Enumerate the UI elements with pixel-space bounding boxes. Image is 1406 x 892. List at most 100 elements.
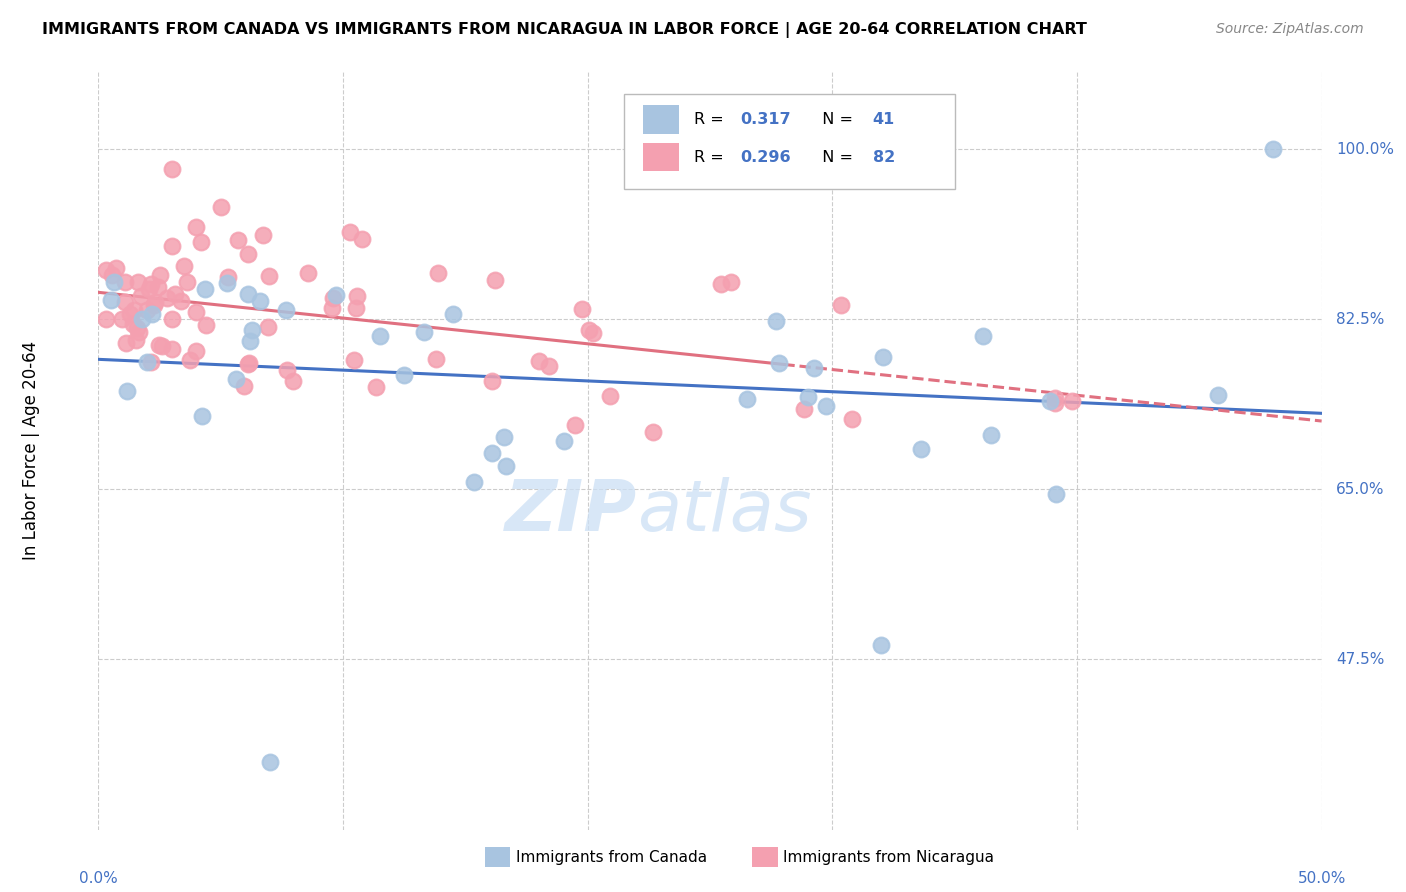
Point	[114, 295, 136, 310]
Point	[114, 336, 136, 351]
Point	[343, 353, 366, 368]
Point	[104, 260, 127, 275]
Point	[564, 418, 586, 433]
Point	[160, 312, 183, 326]
Point	[735, 392, 758, 406]
Point	[765, 314, 787, 328]
Point	[259, 268, 281, 283]
Point	[768, 356, 790, 370]
Point	[190, 235, 212, 249]
Point	[103, 275, 125, 289]
Point	[492, 430, 515, 444]
Point	[1043, 396, 1066, 410]
Point	[276, 363, 298, 377]
Point	[141, 354, 163, 368]
Text: 82: 82	[873, 150, 896, 164]
Point	[143, 294, 166, 309]
Point	[239, 334, 262, 348]
Point	[582, 326, 605, 341]
Point	[815, 399, 838, 413]
Point	[236, 287, 259, 301]
Point	[481, 374, 503, 388]
Point	[170, 294, 193, 309]
Point	[240, 323, 263, 337]
Point	[1060, 393, 1083, 408]
Point	[281, 374, 304, 388]
Point	[252, 227, 274, 242]
Bar	[485, 847, 510, 867]
Text: 100.0%: 100.0%	[1336, 142, 1395, 157]
Point	[980, 428, 1002, 442]
Text: 82.5%: 82.5%	[1336, 311, 1385, 326]
Point	[94, 312, 117, 326]
Point	[527, 353, 550, 368]
Point	[426, 266, 449, 280]
Bar	[643, 143, 679, 171]
Point	[129, 289, 152, 303]
Text: N =: N =	[811, 112, 858, 127]
Point	[537, 359, 560, 373]
Point	[141, 277, 163, 291]
Point	[463, 475, 485, 489]
Bar	[752, 847, 778, 867]
Bar	[643, 104, 679, 134]
Point	[217, 269, 239, 284]
Point	[553, 434, 575, 448]
Point	[209, 201, 232, 215]
Point	[238, 355, 260, 369]
Text: IMMIGRANTS FROM CANADA VS IMMIGRANTS FROM NICARAGUA IN LABOR FORCE | AGE 20-64 C: IMMIGRANTS FROM CANADA VS IMMIGRANTS FRO…	[42, 22, 1087, 38]
Point	[368, 329, 391, 343]
Point	[194, 282, 217, 296]
Point	[641, 425, 664, 440]
Point	[131, 312, 153, 326]
Point	[793, 402, 815, 417]
Text: In Labor Force | Age 20-64: In Labor Force | Age 20-64	[22, 341, 41, 560]
Point	[841, 412, 863, 426]
Point	[176, 275, 198, 289]
Point	[146, 280, 169, 294]
Point	[179, 353, 201, 368]
Text: Immigrants from Canada: Immigrants from Canada	[516, 850, 707, 864]
Point	[249, 293, 271, 308]
Point	[149, 268, 172, 283]
Point	[1043, 392, 1066, 406]
Point	[495, 458, 517, 473]
Point	[124, 302, 146, 317]
FancyBboxPatch shape	[624, 95, 955, 189]
Point	[830, 298, 852, 312]
Point	[599, 389, 621, 403]
Point	[1206, 387, 1229, 401]
Text: N =: N =	[811, 150, 858, 164]
Point	[184, 344, 207, 359]
Text: Source: ZipAtlas.com: Source: ZipAtlas.com	[1216, 22, 1364, 37]
Point	[870, 638, 893, 652]
Point	[194, 318, 217, 332]
Text: atlas: atlas	[637, 476, 811, 546]
Point	[441, 307, 464, 321]
Point	[803, 360, 825, 375]
Point	[481, 446, 503, 460]
Text: 0.296: 0.296	[741, 150, 792, 164]
Point	[136, 303, 159, 318]
Point	[236, 247, 259, 261]
Point	[274, 302, 297, 317]
Point	[127, 320, 149, 334]
Point	[392, 368, 415, 382]
Point	[412, 325, 434, 339]
Point	[259, 755, 281, 769]
Point	[339, 226, 361, 240]
Point	[325, 288, 347, 302]
Point	[350, 232, 373, 246]
Point	[141, 307, 163, 321]
Point	[163, 287, 186, 301]
Point	[138, 282, 160, 296]
Point	[910, 442, 932, 456]
Point	[215, 276, 238, 290]
Text: 0.317: 0.317	[741, 112, 792, 127]
Point	[571, 302, 593, 317]
Text: 65.0%: 65.0%	[1336, 482, 1385, 497]
Point	[100, 293, 122, 307]
Point	[364, 380, 387, 394]
Text: 0.0%: 0.0%	[79, 871, 118, 887]
Point	[233, 379, 256, 393]
